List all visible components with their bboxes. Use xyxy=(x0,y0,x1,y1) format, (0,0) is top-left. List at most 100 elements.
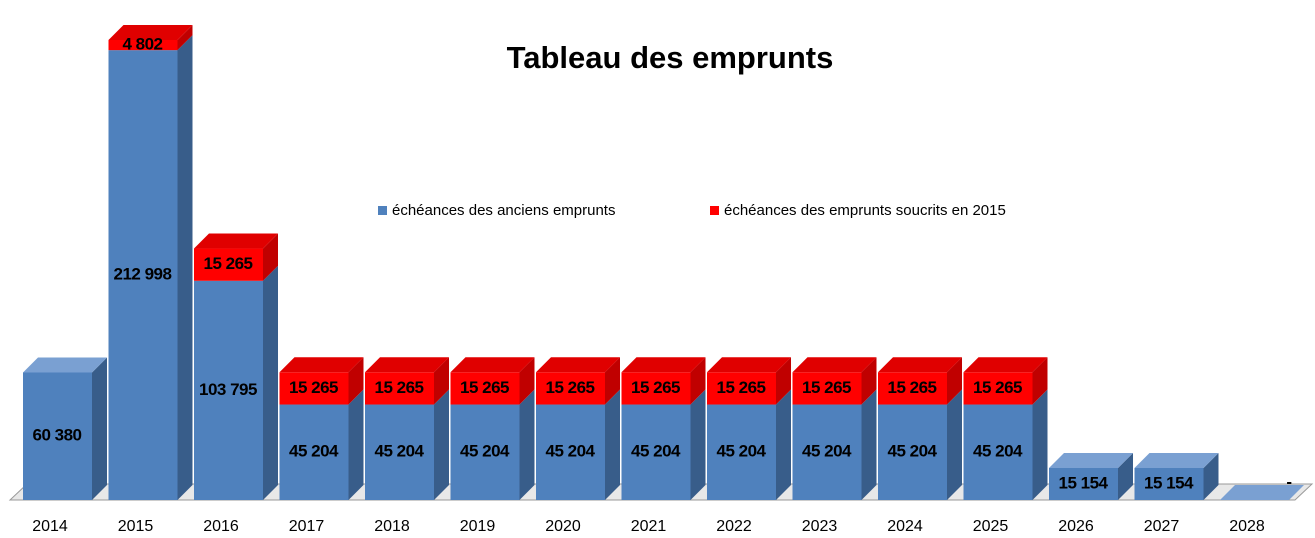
data-label: 15 265 xyxy=(631,378,680,397)
data-label: 45 204 xyxy=(375,442,425,461)
data-label: 15 265 xyxy=(375,378,424,397)
bar-front xyxy=(792,372,862,405)
data-label: 15 154 xyxy=(1144,473,1194,492)
legend-label: échéances des emprunts soucrits en 2015 xyxy=(724,202,1006,219)
legend-swatch xyxy=(710,206,719,215)
bar-side xyxy=(947,389,962,500)
data-label: 45 204 xyxy=(802,442,852,461)
x-tick-label: 2023 xyxy=(802,518,838,535)
bar-top xyxy=(1049,452,1133,468)
data-label: 45 204 xyxy=(546,442,596,461)
bar-side xyxy=(348,389,364,500)
bar-segment xyxy=(963,357,1048,405)
bar-segment xyxy=(792,389,877,500)
bar-side xyxy=(947,357,962,405)
data-label: 15 265 xyxy=(973,378,1022,397)
bar-side xyxy=(605,389,620,500)
bar-side xyxy=(776,389,791,500)
bar-top xyxy=(1134,452,1219,468)
bar-side xyxy=(1203,452,1219,500)
data-label: 15 154 xyxy=(1059,473,1109,492)
data-label: 15 265 xyxy=(289,378,338,397)
bar-front xyxy=(963,372,1033,405)
bar-front xyxy=(621,404,691,500)
bar-front xyxy=(279,372,349,405)
bar-front xyxy=(365,372,434,405)
bar-front xyxy=(279,404,349,500)
bar-side xyxy=(263,233,278,281)
bar-segment xyxy=(23,357,107,500)
bar-side xyxy=(434,389,449,500)
bar-segment xyxy=(621,389,706,500)
bar-side xyxy=(861,389,877,500)
bar-front xyxy=(365,404,434,500)
bar-segment xyxy=(108,25,193,51)
x-tick-label: 2024 xyxy=(887,518,923,535)
bar-segment xyxy=(108,35,193,500)
bar-segment xyxy=(792,357,877,405)
bar-segment xyxy=(365,357,449,405)
bar-top xyxy=(963,357,1048,373)
bar-front xyxy=(108,40,178,51)
bar-segment xyxy=(279,389,364,500)
bar-side xyxy=(348,357,364,405)
bar-segment xyxy=(878,389,962,500)
bar-side xyxy=(690,357,706,405)
data-label: 60 380 xyxy=(33,426,82,445)
data-label: 15 265 xyxy=(460,378,509,397)
bar-front xyxy=(878,372,947,405)
x-tick-label: 2026 xyxy=(1058,518,1094,535)
x-tick-label: 2028 xyxy=(1229,518,1265,535)
bar-front xyxy=(536,372,605,405)
bar-front xyxy=(621,372,691,405)
bar-top xyxy=(23,357,107,373)
bar-segment xyxy=(450,357,535,405)
bar-side xyxy=(519,389,535,500)
data-label: 4 802 xyxy=(122,35,162,54)
bar-top xyxy=(792,357,877,373)
bar-segment xyxy=(536,389,620,500)
x-tick-label: 2014 xyxy=(32,518,68,535)
data-label: 45 204 xyxy=(888,442,938,461)
data-label: 103 795 xyxy=(199,380,257,399)
x-tick-label: 2025 xyxy=(973,518,1009,535)
bar-front xyxy=(878,404,947,500)
data-label: 212 998 xyxy=(114,265,172,284)
x-tick-label: 2022 xyxy=(716,518,752,535)
x-tick-label: 2019 xyxy=(460,518,496,535)
data-label: 45 204 xyxy=(460,442,510,461)
bar-front xyxy=(194,280,263,500)
bar-side xyxy=(1118,452,1133,500)
bar-side xyxy=(177,35,193,500)
data-label: 15 265 xyxy=(802,378,851,397)
bar-segment xyxy=(707,389,791,500)
bar-side xyxy=(1032,357,1048,405)
bar-front xyxy=(23,372,92,500)
bar-front xyxy=(108,50,178,500)
bar-side xyxy=(519,357,535,405)
bar-front xyxy=(1134,467,1204,500)
x-tick-label: 2017 xyxy=(289,518,325,535)
data-label: 15 265 xyxy=(717,378,766,397)
legend-swatch xyxy=(378,206,387,215)
data-label: - xyxy=(1286,472,1291,491)
bar-front xyxy=(450,404,520,500)
legend-label: échéances des anciens emprunts xyxy=(392,202,615,219)
bar-segment xyxy=(707,357,791,405)
bar-side xyxy=(776,357,791,405)
bar-top xyxy=(707,357,791,373)
x-tick-label: 2015 xyxy=(118,518,154,535)
bar-segment xyxy=(536,357,620,405)
x-tick-label: 2021 xyxy=(631,518,667,535)
data-label: 45 204 xyxy=(973,442,1023,461)
bar-segment xyxy=(365,389,449,500)
bar-top xyxy=(365,357,449,373)
bar-front xyxy=(792,404,862,500)
bar-segment xyxy=(279,357,364,405)
bar-side xyxy=(92,357,107,500)
bar-top xyxy=(536,357,620,373)
bar-side xyxy=(861,357,877,405)
chart-title: Tableau des emprunts xyxy=(507,40,834,75)
bar-segment xyxy=(878,357,962,405)
